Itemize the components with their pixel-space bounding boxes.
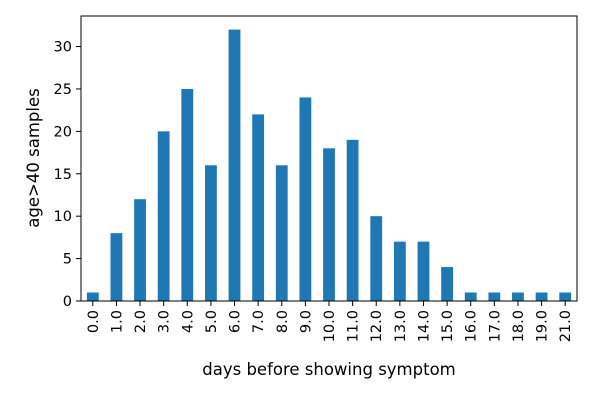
bar-7.0 <box>252 114 265 301</box>
y-tick-label: 20 <box>54 124 72 140</box>
x-tick-label: 15.0 <box>440 310 456 342</box>
x-tick-label: 1.0 <box>109 310 125 333</box>
x-tick-label: 16.0 <box>464 310 480 342</box>
bar-3.0 <box>157 131 170 301</box>
x-tick-label: 9.0 <box>298 310 314 333</box>
x-tick-label: 19.0 <box>535 310 551 342</box>
bars-group <box>86 29 572 302</box>
x-tick-label: 14.0 <box>416 310 432 342</box>
x-tick-label: 4.0 <box>180 310 196 333</box>
watermark: 知乎 @hahakity <box>469 365 584 383</box>
x-tick-label: 6.0 <box>228 310 244 333</box>
bar-18.0 <box>512 292 524 301</box>
y-tick-label: 15 <box>54 167 72 183</box>
bar-15.0 <box>441 267 453 301</box>
bar-14.0 <box>417 241 430 302</box>
bar-2.0 <box>134 199 146 301</box>
bar-21.0 <box>559 292 572 301</box>
bar-16.0 <box>464 292 477 301</box>
bar-5.0 <box>205 165 217 301</box>
bar-4.0 <box>181 88 194 301</box>
bar-10.0 <box>323 148 335 301</box>
bar-17.0 <box>488 292 501 301</box>
x-axis: 0.0 1.0 2.0 3.0 4.0 5.0 6.0 7.0 8.0 9.0 10.0 11.0 12… <box>86 301 574 342</box>
x-tick-label: 11.0 <box>346 310 362 342</box>
x-tick-label: 5.0 <box>204 310 220 333</box>
x-tick-label: 8.0 <box>275 310 291 333</box>
bar-9.0 <box>299 97 312 302</box>
bar-12.0 <box>370 216 383 301</box>
bar-1.0 <box>110 233 123 301</box>
y-tick-label: 30 <box>54 40 72 56</box>
x-tick-label: 12.0 <box>369 310 385 342</box>
bar-8.0 <box>275 165 288 301</box>
x-tick-label: 17.0 <box>487 310 503 342</box>
x-tick-label: 10.0 <box>322 310 338 342</box>
x-tick-label: 21.0 <box>558 310 574 342</box>
x-tick-label: 13.0 <box>393 310 409 342</box>
y-tick-label: 10 <box>54 209 72 225</box>
y-tick-label: 0 <box>63 294 72 310</box>
bar-0.0 <box>86 292 99 301</box>
bar-6.0 <box>228 29 241 301</box>
y-tick-label: 25 <box>54 82 72 98</box>
plot-frame <box>80 15 578 302</box>
x-axis-label: days before showing symptom <box>202 360 456 379</box>
y-tick-label: 5 <box>63 252 72 268</box>
x-tick-label: 7.0 <box>251 310 267 333</box>
x-tick-label: 2.0 <box>133 310 149 333</box>
x-tick-label: 0.0 <box>86 310 102 333</box>
y-axis: 0 5 10 15 20 25 30 <box>54 40 81 310</box>
y-axis-label: age>40 samples <box>24 88 43 227</box>
bar-13.0 <box>393 241 406 302</box>
bar-11.0 <box>346 139 359 301</box>
x-tick-label: 18.0 <box>511 310 527 342</box>
bar-19.0 <box>535 292 548 301</box>
x-tick-label: 3.0 <box>157 310 173 333</box>
